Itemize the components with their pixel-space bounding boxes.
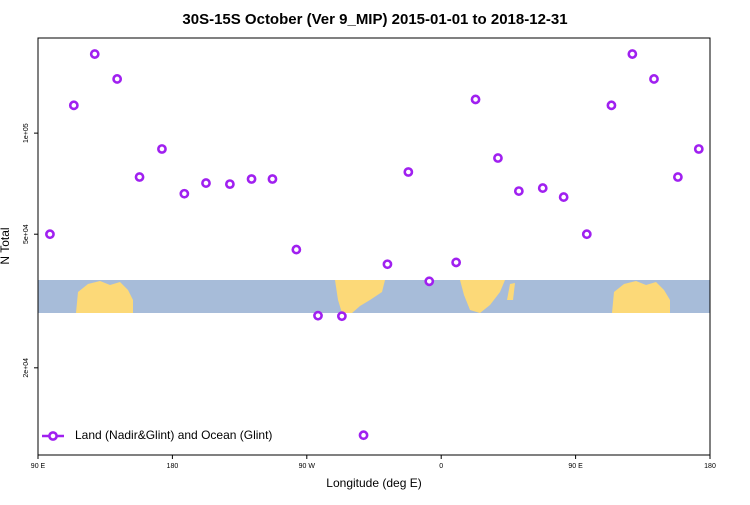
plot-frame: [37, 37, 711, 456]
point: [581, 229, 592, 240]
x-tick-label: 90 W: [299, 463, 316, 470]
point: [451, 257, 462, 268]
x-tick-label: 180: [167, 463, 179, 470]
land: [612, 281, 670, 313]
point: [424, 276, 435, 287]
x-tick-label: 90 E: [568, 463, 583, 470]
land: [507, 283, 515, 300]
point: [493, 153, 503, 163]
point: [89, 49, 100, 59]
point: [358, 430, 369, 441]
point: [179, 188, 190, 199]
point: [112, 74, 123, 84]
map-band: [38, 280, 710, 313]
point: [693, 144, 704, 154]
land: [335, 280, 385, 313]
point: [157, 144, 167, 154]
chart-title: 30S-15S October (Ver 9_MIP) 2015-01-01 t…: [182, 11, 567, 28]
y-tick-label: 2e+04: [23, 358, 30, 378]
point: [246, 174, 257, 184]
point: [627, 49, 638, 59]
point: [558, 192, 569, 202]
x-tick-label: 90 E: [31, 463, 46, 470]
point: [68, 100, 79, 111]
point: [134, 172, 145, 182]
point: [606, 100, 617, 111]
point: [470, 94, 481, 105]
y-axis-label: N Total: [0, 227, 12, 264]
legend-label: Land (Nadir&Glint) and Ocean (Glint): [75, 428, 272, 442]
y-tick-label: 5e+04: [23, 224, 30, 244]
land: [460, 280, 505, 313]
x-tick-label: 0: [439, 463, 443, 470]
point: [336, 311, 347, 322]
point: [201, 178, 211, 188]
point: [291, 244, 302, 255]
point: [537, 183, 548, 193]
point: [224, 179, 235, 189]
y-tick-label: 1e+05: [23, 123, 30, 143]
land: [76, 281, 133, 313]
legend-marker: [48, 431, 58, 441]
point: [403, 167, 414, 177]
point: [513, 186, 524, 196]
point: [267, 174, 278, 184]
point: [382, 259, 393, 270]
point: [313, 310, 323, 321]
point: [45, 229, 55, 240]
point: [672, 172, 683, 182]
x-axis-label: Longitude (deg E): [326, 476, 421, 490]
x-tick-label: 180: [704, 463, 716, 470]
point: [649, 74, 659, 84]
